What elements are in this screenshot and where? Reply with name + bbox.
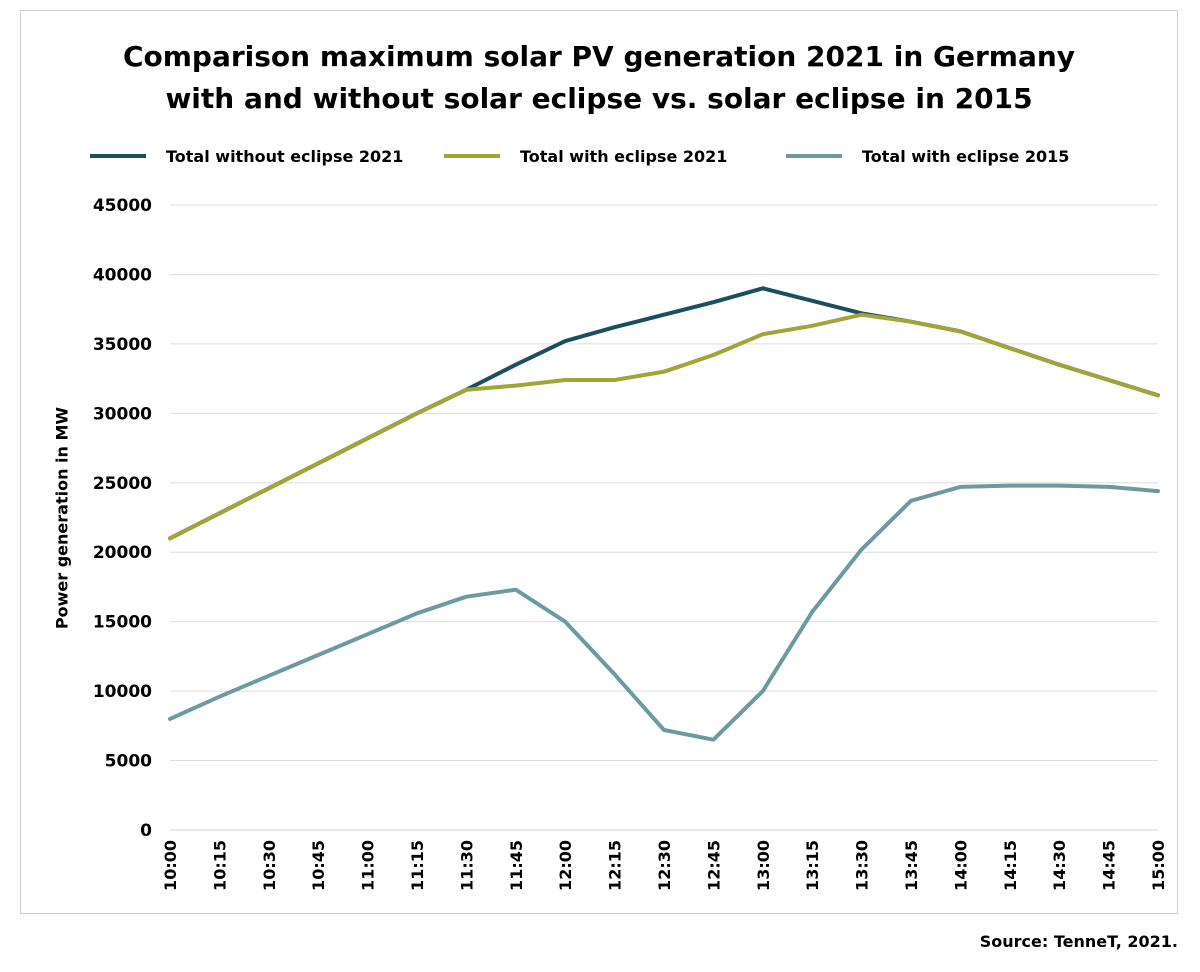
legend-swatch-1: [444, 154, 500, 158]
x-tick-label: 10:45: [309, 840, 328, 891]
x-tick-label: 13:00: [754, 840, 773, 891]
x-tick-label: 11:00: [359, 840, 378, 891]
x-tick-label: 11:45: [507, 840, 526, 891]
x-tick-label: 13:15: [803, 840, 822, 891]
series-line-total-with-eclipse-2015: [168, 483, 1160, 742]
y-tick-label: 35000: [93, 335, 152, 355]
chart-title: Comparison maximum solar PV generation 2…: [20, 36, 1178, 120]
y-tick-label: 15000: [93, 613, 152, 633]
chart-frame: [20, 10, 1178, 914]
y-tick-label: 25000: [93, 474, 152, 494]
legend-item-total-with-eclipse-2021: Total with eclipse 2021: [444, 143, 727, 169]
x-tick-label: 10:30: [260, 840, 279, 891]
x-tick-label: 12:45: [704, 840, 723, 891]
y-tick-label: 30000: [93, 404, 152, 424]
y-tick-label: 20000: [93, 543, 152, 563]
x-tick-label: 11:30: [457, 840, 476, 891]
x-tick-label: 14:30: [1050, 840, 1069, 891]
x-tick-label: 11:15: [408, 840, 427, 891]
series-line-total-with-eclipse-2021: [168, 312, 1160, 541]
legend-swatch-0: [90, 154, 146, 158]
chart-title-line-1: Comparison maximum solar PV generation 2…: [122, 40, 1076, 73]
legend-label-2: Total with eclipse 2015: [862, 146, 1070, 166]
legend-label-1: Total with eclipse 2021: [520, 146, 728, 166]
legend-swatch-2: [786, 154, 842, 158]
legend-item-total-without-eclipse-2021: Total without eclipse 2021: [90, 143, 403, 169]
source-note: Source: TenneT, 2021.: [979, 932, 1178, 951]
legend-label-0: Total without eclipse 2021: [166, 146, 404, 166]
y-tick-label: 45000: [93, 196, 152, 216]
x-tick-label: 15:00: [1149, 840, 1168, 891]
legend-item-total-with-eclipse-2015: Total with eclipse 2015: [786, 143, 1069, 169]
x-tick-label: 12:00: [556, 840, 575, 891]
x-tick-label: 14:00: [951, 840, 970, 891]
x-tick-label: 14:45: [1100, 840, 1119, 891]
x-tick-label: 10:15: [210, 840, 229, 891]
x-tick-label: 13:30: [853, 840, 872, 891]
x-tick-label: 13:45: [902, 840, 921, 891]
x-tick-label: 10:00: [161, 840, 180, 891]
y-tick-label: 0: [140, 821, 152, 841]
x-tick-label: 12:30: [655, 840, 674, 891]
y-tick-label: 5000: [105, 752, 152, 772]
x-tick-label: 12:15: [606, 840, 625, 891]
x-tick-label: 14:15: [1001, 840, 1020, 891]
chart-title-line-2: with and without solar eclipse vs. solar…: [165, 82, 1033, 115]
y-tick-label: 40000: [93, 265, 152, 285]
y-tick-label: 10000: [93, 682, 152, 702]
